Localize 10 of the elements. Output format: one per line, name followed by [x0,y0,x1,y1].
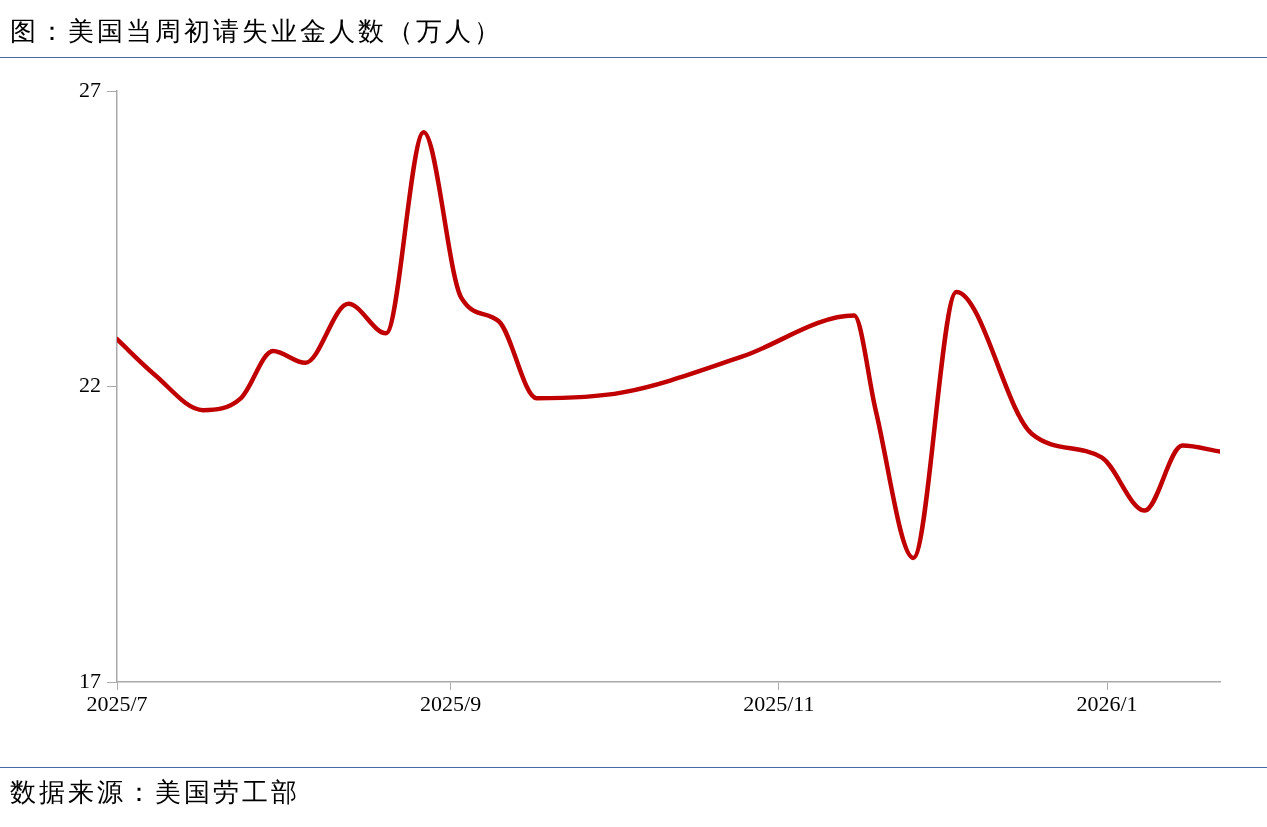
y-tick-label: 22 [79,372,101,398]
y-tick-label: 27 [79,76,101,102]
x-tick-label: 2025/9 [420,690,482,716]
x-tick-label: 2025/7 [86,690,148,716]
x-tick-label: 2025/11 [743,690,815,716]
y-tick-label: 17 [79,667,101,693]
x-tick-label: 2026/1 [1076,690,1138,716]
chart-title: 图：美国当周初请失业金人数（万人） [10,16,503,48]
line-series [117,130,1220,561]
source-note: 数据来源：美国劳工部 [10,777,300,809]
